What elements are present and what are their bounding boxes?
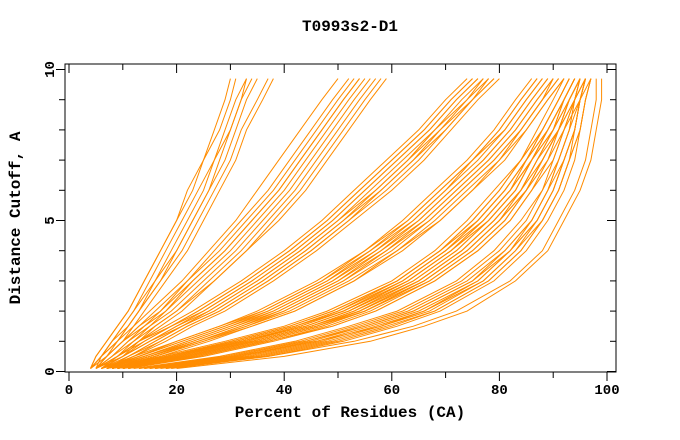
model-curve — [165, 78, 597, 369]
model-curve — [95, 78, 274, 369]
x-tick-label: 100 — [594, 383, 619, 399]
axis-tick-labels: 0 20 40 60 80 100 0 5 10 — [43, 61, 620, 399]
model-curve — [101, 78, 549, 369]
x-axis-label: Percent of Residues (CA) — [235, 404, 465, 422]
model-curve — [106, 78, 543, 369]
model-curve — [106, 78, 500, 369]
model-curve — [101, 78, 387, 369]
model-curve — [138, 78, 586, 369]
y-tick-label: 5 — [43, 216, 59, 224]
y-tick-label: 0 — [43, 367, 59, 375]
model-curve — [101, 78, 489, 369]
model-curve — [106, 78, 565, 369]
model-curve — [128, 78, 592, 369]
model-curves — [90, 78, 603, 369]
x-tick-label: 60 — [383, 383, 400, 399]
x-tick-label: 0 — [65, 383, 73, 399]
model-curve — [117, 78, 576, 369]
model-curve — [95, 78, 258, 369]
x-tick-label: 40 — [276, 383, 293, 399]
axis-ticks — [56, 64, 616, 381]
model-curve — [111, 78, 565, 369]
model-curve — [90, 78, 339, 369]
y-tick-label: 10 — [43, 61, 59, 78]
model-curve — [90, 78, 231, 369]
model-curve — [106, 78, 554, 369]
model-curve — [90, 78, 269, 369]
model-curve — [138, 78, 581, 369]
plot-border — [64, 63, 617, 373]
y-axis-label: Distance Cutoff, A — [7, 131, 25, 304]
model-curve — [101, 78, 538, 369]
model-curve — [122, 78, 581, 369]
model-curve — [111, 78, 576, 369]
model-curve — [160, 78, 586, 369]
x-tick-label: 80 — [491, 383, 508, 399]
model-curve — [95, 78, 479, 369]
model-curve — [95, 78, 371, 369]
model-curve — [101, 78, 479, 369]
model-curve — [106, 78, 495, 369]
model-curve — [144, 78, 586, 369]
x-tick-label: 20 — [168, 383, 185, 399]
model-curve — [90, 78, 237, 369]
model-curve — [176, 78, 603, 369]
chart-title: T0993s2-D1 — [302, 18, 398, 36]
model-curve — [101, 78, 484, 369]
model-curve — [111, 78, 570, 369]
model-curve — [106, 78, 554, 369]
